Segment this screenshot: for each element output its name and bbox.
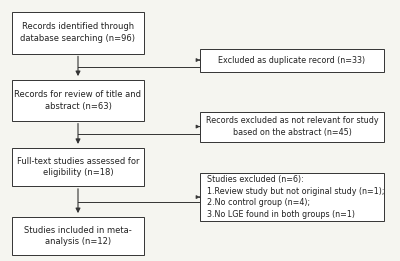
Text: Studies included in meta-
analysis (n=12): Studies included in meta- analysis (n=12… [24,226,132,246]
FancyBboxPatch shape [12,217,144,255]
FancyBboxPatch shape [12,80,144,121]
FancyBboxPatch shape [200,112,384,141]
Text: Records excluded as not relevant for study
based on the abstract (n=45): Records excluded as not relevant for stu… [206,116,378,137]
Text: Full-text studies assessed for
eligibility (n=18): Full-text studies assessed for eligibili… [17,157,139,177]
Text: Excluded as duplicate record (n=33): Excluded as duplicate record (n=33) [218,56,366,64]
Text: Records for review of title and
abstract (n=63): Records for review of title and abstract… [14,90,142,111]
FancyBboxPatch shape [200,173,384,221]
FancyBboxPatch shape [200,49,384,72]
FancyBboxPatch shape [12,148,144,186]
Text: Studies excluded (n=6):
1.Review study but not original study (n=1);
2.No contro: Studies excluded (n=6): 1.Review study b… [207,175,385,219]
Text: Records identified through
database searching (n=96): Records identified through database sear… [20,22,136,43]
FancyBboxPatch shape [12,12,144,54]
